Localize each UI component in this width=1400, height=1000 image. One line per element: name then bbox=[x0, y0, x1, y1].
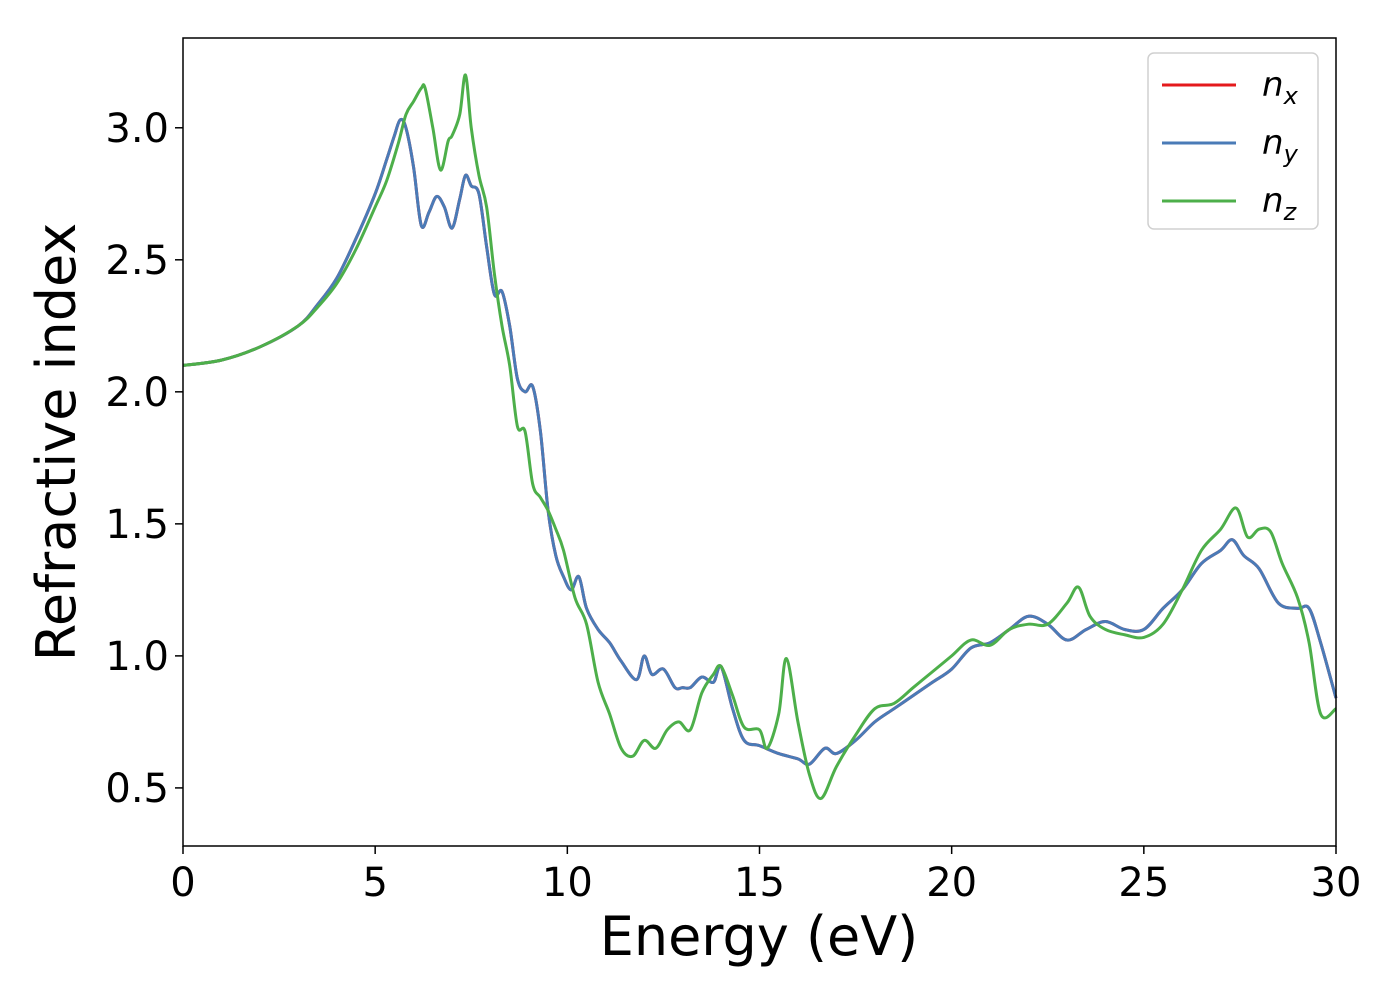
x-tick-label: 15 bbox=[734, 860, 785, 906]
x-tick-label: 20 bbox=[926, 860, 977, 906]
y-tick-label: 2.0 bbox=[105, 370, 169, 416]
series-line-y bbox=[182, 117, 1338, 766]
x-tick-label: 10 bbox=[542, 860, 593, 906]
x-tick-label: 30 bbox=[1311, 860, 1362, 906]
series-layer bbox=[182, 73, 1338, 800]
x-axis-label: Energy (eV) bbox=[600, 905, 919, 968]
y-tick-label: 1.5 bbox=[105, 502, 169, 548]
legend-entry-z: nz bbox=[1262, 181, 1298, 226]
y-tick-label: 2.5 bbox=[105, 238, 169, 284]
y-axis-ticks: 0.5 1.0 1.5 2.0 2.5 3.0 bbox=[105, 106, 183, 812]
series-line-z bbox=[182, 73, 1337, 800]
x-tick-label: 25 bbox=[1118, 860, 1169, 906]
y-tick-label: 1.0 bbox=[105, 634, 169, 680]
legend: nx ny nz bbox=[1147, 52, 1319, 230]
x-tick-label: 5 bbox=[362, 860, 387, 906]
y-axis-label: Refractive index bbox=[25, 223, 88, 662]
legend-entry-x: nx bbox=[1262, 65, 1299, 110]
plot-background bbox=[183, 38, 1336, 846]
y-tick-label: 3.0 bbox=[105, 106, 169, 152]
legend-entry-y: ny bbox=[1262, 123, 1299, 168]
x-tick-label: 0 bbox=[170, 860, 195, 906]
x-axis-ticks: 0 5 10 15 20 25 30 bbox=[170, 846, 1361, 906]
legend-frame bbox=[1147, 52, 1319, 230]
y-tick-label: 0.5 bbox=[105, 766, 169, 812]
